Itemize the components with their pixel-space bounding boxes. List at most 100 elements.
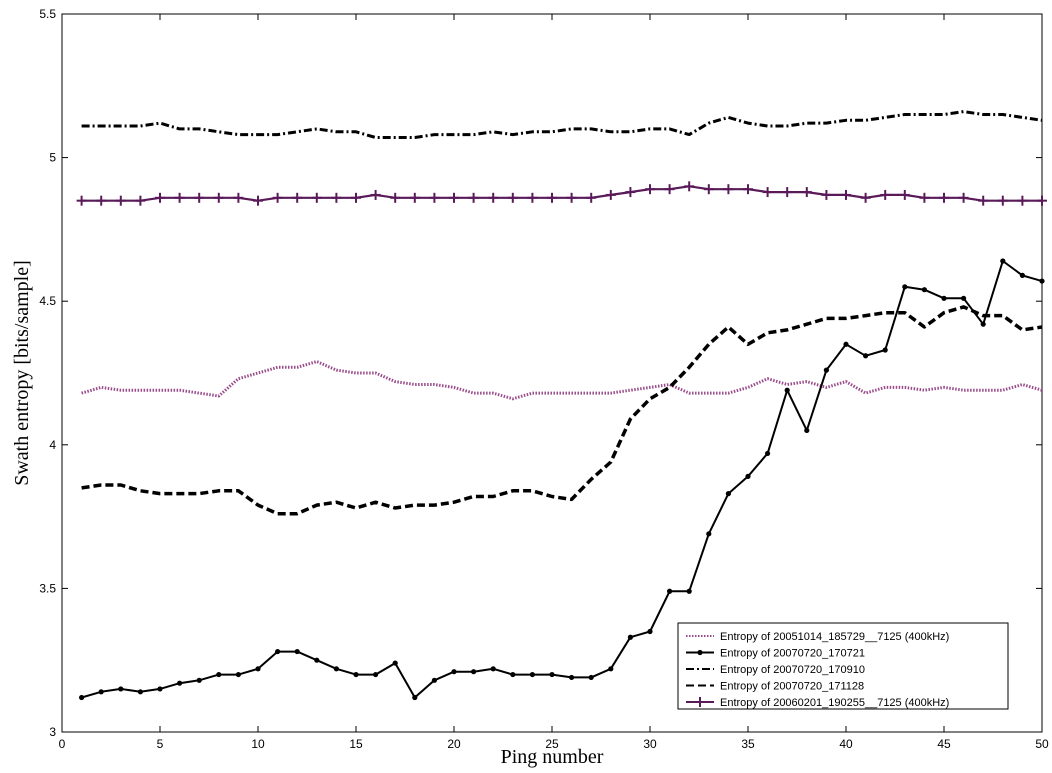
data-point <box>311 192 322 203</box>
x-axis-ticks: 0 5 10 15 20 25 30 35 40 45 50 <box>59 14 1049 751</box>
data-point <box>843 341 849 347</box>
data-point <box>566 192 577 203</box>
data-point <box>96 195 107 206</box>
data-point <box>235 671 241 678</box>
data-point <box>373 671 379 678</box>
series-line <box>81 360 1043 401</box>
data-point <box>510 671 516 678</box>
series-1 <box>81 360 1043 401</box>
legend-item: Entropy of 20070720_170910 <box>686 664 865 676</box>
y-tick-label: 4.5 <box>39 294 56 308</box>
data-point <box>451 669 457 675</box>
x-tick-label: 45 <box>937 737 951 751</box>
data-point <box>331 192 342 203</box>
data-point <box>333 666 339 672</box>
x-tick-label: 20 <box>447 737 461 751</box>
data-point <box>233 192 244 203</box>
x-tick-label: 35 <box>741 737 755 751</box>
data-point <box>253 195 263 206</box>
data-point <box>725 491 732 497</box>
data-point <box>1019 272 1025 278</box>
data-point <box>647 628 653 635</box>
data-point <box>627 634 634 640</box>
data-point <box>429 192 440 203</box>
data-point <box>902 284 908 290</box>
y-tick-label: 3 <box>49 725 56 739</box>
data-point <box>645 184 655 195</box>
data-point <box>370 189 381 200</box>
data-point <box>605 189 616 200</box>
data-point <box>899 189 910 200</box>
data-point <box>1039 278 1045 284</box>
series-4 <box>81 305 1043 516</box>
data-point <box>488 192 499 203</box>
data-point <box>919 192 930 203</box>
data-point <box>762 187 773 198</box>
data-point <box>292 192 303 203</box>
data-point <box>76 195 87 206</box>
data-point <box>586 192 597 203</box>
x-tick-label: 30 <box>643 737 657 751</box>
data-point <box>79 694 85 701</box>
legend-item: Entropy of 20051014_185729__7125 (400kHz… <box>686 631 949 643</box>
data-point <box>294 648 300 655</box>
legend-label: Entropy of 20060201_190255__7125 (400kHz… <box>720 697 949 709</box>
data-point <box>863 353 869 359</box>
data-point <box>588 674 594 681</box>
data-point <box>821 189 832 200</box>
data-point <box>449 192 459 203</box>
data-point <box>1037 195 1047 206</box>
data-point <box>664 184 675 195</box>
y-tick-label: 5 <box>49 151 56 165</box>
x-tick-label: 40 <box>839 737 853 751</box>
data-point <box>507 192 518 203</box>
data-point <box>880 189 891 200</box>
data-point <box>174 192 185 203</box>
data-point <box>860 192 871 203</box>
data-point <box>980 321 986 327</box>
data-point <box>706 531 712 537</box>
data-point <box>431 677 437 683</box>
data-point <box>490 666 496 672</box>
data-point <box>547 192 557 203</box>
data-point <box>351 192 361 203</box>
data-point <box>978 195 989 206</box>
x-tick-label: 10 <box>251 737 265 751</box>
data-point <box>216 671 222 678</box>
data-point <box>98 689 104 695</box>
y-tick-label: 5.5 <box>39 7 56 21</box>
data-point <box>804 427 810 434</box>
data-point <box>765 450 771 457</box>
series-line <box>81 305 1043 516</box>
x-tick-label: 5 <box>157 737 164 751</box>
x-tick-label: 15 <box>349 737 363 751</box>
data-point <box>272 192 283 203</box>
data-point <box>569 674 575 681</box>
data-point <box>177 680 183 686</box>
data-point <box>782 187 793 198</box>
x-axis-label: Ping number <box>501 746 604 768</box>
data-point <box>118 686 124 692</box>
data-point <box>390 192 401 203</box>
legend: Entropy of 20051014_185729__7125 (400kHz… <box>677 622 1009 710</box>
series-line <box>81 260 1043 699</box>
data-point <box>255 666 261 672</box>
data-point <box>939 192 949 203</box>
data-point <box>135 195 146 206</box>
legend-label: Entropy of 20070720_170910 <box>720 664 865 676</box>
data-point <box>684 181 695 192</box>
data-point <box>723 184 734 195</box>
data-point <box>409 192 420 203</box>
data-point <box>157 686 163 692</box>
data-point <box>921 287 928 293</box>
data-point <box>625 187 636 198</box>
data-point <box>468 192 479 203</box>
legend-item: Entropy of 20070720_170721 <box>686 648 865 660</box>
data-point <box>784 387 790 393</box>
data-point <box>314 657 320 663</box>
data-point <box>841 189 851 200</box>
data-point <box>743 184 753 195</box>
data-point <box>997 195 1008 206</box>
data-point <box>353 671 359 678</box>
